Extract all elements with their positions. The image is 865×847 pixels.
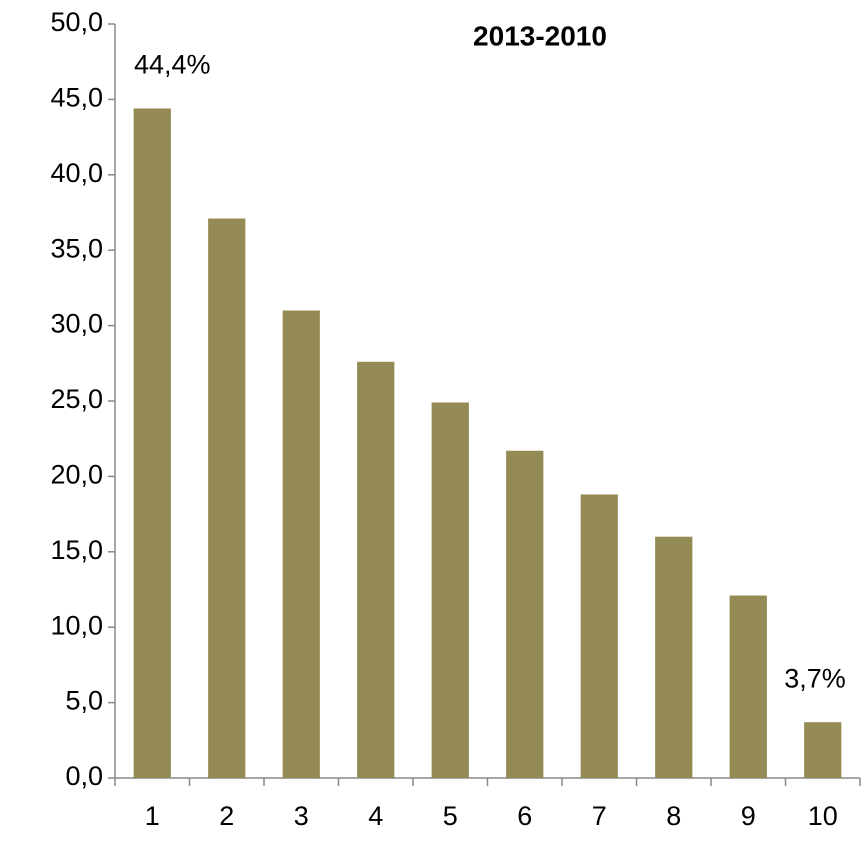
x-tick-label: 10 [808,801,838,831]
data-label: 44,4% [134,50,211,80]
y-tick-label: 35,0 [50,233,103,263]
bar [729,595,767,778]
chart-title: 2013-2010 [473,20,607,51]
y-tick-label: 40,0 [50,158,103,188]
bar [282,310,320,778]
x-tick-label: 8 [666,801,681,831]
bar [133,108,171,778]
y-tick-label: 45,0 [50,83,103,113]
y-tick-label: 15,0 [50,535,103,565]
bar [431,402,469,778]
x-tick-label: 1 [145,801,160,831]
x-tick-label: 2 [219,801,234,831]
x-tick-label: 9 [741,801,756,831]
x-tick-label: 5 [443,801,458,831]
bar [357,361,395,778]
x-tick-label: 3 [294,801,309,831]
y-tick-label: 25,0 [50,384,103,414]
x-tick-label: 7 [592,801,607,831]
y-tick-label: 30,0 [50,309,103,339]
bar [208,218,246,779]
y-tick-label: 20,0 [50,460,103,490]
bar [804,722,842,778]
bar [506,450,544,778]
y-tick-label: 50,0 [50,7,103,37]
x-tick-label: 4 [368,801,383,831]
bar [655,536,693,778]
y-tick-label: 10,0 [50,610,103,640]
y-tick-label: 5,0 [65,686,103,716]
bar [580,494,618,778]
y-tick-label: 0,0 [65,761,103,791]
x-tick-label: 6 [517,801,532,831]
data-label: 3,7% [784,663,846,693]
